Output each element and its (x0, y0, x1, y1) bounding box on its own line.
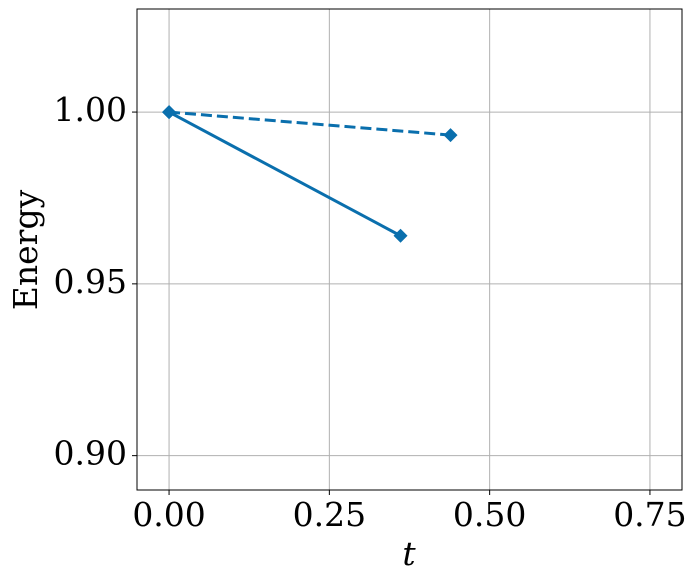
plot-frame (136, 8, 683, 491)
x-tick-label: 0.25 (293, 495, 366, 534)
x-axis-label: t (402, 534, 416, 573)
y-tick-label: 1.00 (54, 90, 127, 129)
marker (393, 228, 408, 243)
x-tick-label: 0.00 (132, 495, 205, 534)
marker (443, 128, 458, 143)
line (168, 110, 451, 137)
marker (162, 105, 177, 120)
x-tick-label: 0.75 (613, 495, 686, 534)
y-tick-label: 0.90 (54, 434, 127, 473)
y-axis-label: Energy (6, 189, 45, 310)
line (168, 110, 402, 238)
y-tick-label: 0.95 (54, 262, 127, 301)
x-tick-label: 0.50 (453, 495, 526, 534)
